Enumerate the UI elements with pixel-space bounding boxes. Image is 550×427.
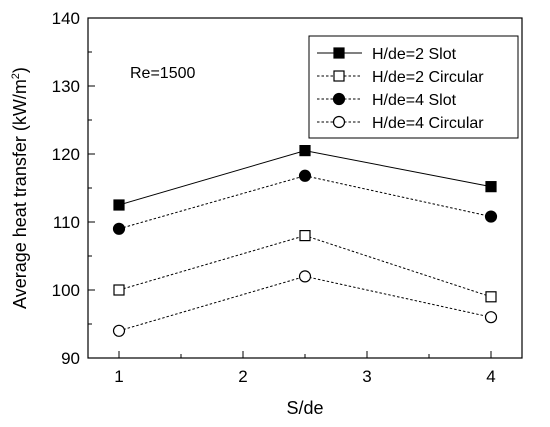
data-point: [484, 311, 498, 324]
legend-label: H/de=4 Circular: [372, 115, 484, 132]
data-point: [112, 324, 126, 337]
y-tick-label: 120: [52, 145, 80, 164]
data-point: [485, 181, 497, 193]
data-point: [112, 222, 126, 235]
axis-ticks: 1 2 3 4 90 100 110 120 130 140: [52, 9, 496, 386]
x-tick-label: 3: [362, 367, 371, 386]
series-line: [118, 175, 492, 230]
legend-marker: [333, 70, 345, 82]
legend-label: H/de=4 Slot: [372, 92, 457, 109]
data-point: [299, 230, 311, 242]
legend-marker: [333, 47, 345, 59]
data-point: [298, 169, 312, 182]
data-point: [298, 270, 312, 283]
data-point: [113, 284, 125, 296]
data-point: [484, 210, 498, 223]
legend-label: H/de=2 Slot: [372, 46, 457, 63]
legend-marker: [332, 92, 346, 106]
x-tick-label: 1: [114, 367, 123, 386]
y-tick-label: 140: [52, 9, 80, 28]
x-axis-label: S/de: [286, 398, 323, 418]
annotation-reynolds: Re=1500: [130, 65, 195, 82]
data-point: [485, 291, 497, 303]
legend: H/de=2 Slot H/de=2 Circular H/de=4 Slot H/d…: [308, 35, 519, 139]
series-markers: [112, 145, 498, 337]
y-axis-label: Average heat transfer (kW/m2): [10, 67, 30, 309]
legend-marker: [332, 115, 346, 129]
legend-label: H/de=2 Circular: [372, 69, 484, 86]
y-tick-label: 110: [53, 213, 80, 232]
y-tick-label: 130: [52, 77, 80, 96]
x-tick-label: 4: [486, 367, 495, 386]
data-point: [299, 145, 311, 157]
series-line: [118, 275, 492, 332]
series-line: [118, 235, 492, 298]
y-tick-label: 100: [52, 281, 80, 300]
x-tick-label: 2: [238, 367, 247, 386]
data-point: [113, 199, 125, 211]
y-tick-label: 90: [61, 349, 80, 368]
